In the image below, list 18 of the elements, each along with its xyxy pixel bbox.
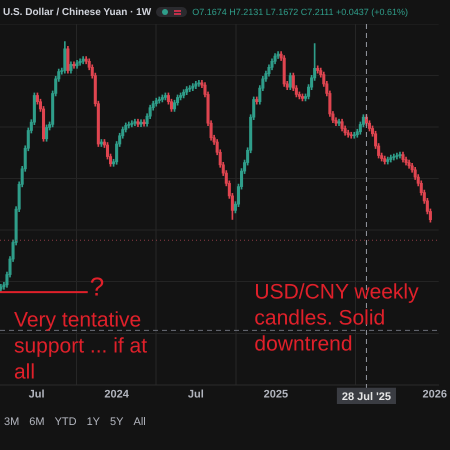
text: 6M	[29, 416, 45, 428]
annotation: USD/CNY weekly candles. Solid downtrend	[254, 280, 420, 356]
ref-line-label: 28 Jul '25	[342, 390, 391, 403]
candlestick	[398, 152, 402, 158]
text: 3M	[4, 416, 20, 428]
text: 1Y	[86, 416, 100, 428]
text: 5Y	[110, 416, 124, 428]
chart-title: U.S. Dollar / Chinese Yuan · 1W	[3, 6, 152, 18]
x-tick-label: 2025	[264, 388, 288, 400]
x-tick-label: 2026	[422, 388, 448, 400]
text: All	[134, 416, 146, 428]
text: Very tentative support ... if at all	[14, 308, 148, 384]
chart-subtitle: O7.1674 H7.2131 L7.1672 C7.2111 +0.0437 (+0.61%)	[192, 7, 408, 17]
ref-line-label: ?	[90, 271, 104, 302]
x-tick-label: Jul	[28, 388, 45, 400]
x-tick-label: 2024	[104, 388, 130, 400]
x-tick-label: Jul	[188, 388, 204, 400]
text: YTD	[54, 416, 77, 428]
